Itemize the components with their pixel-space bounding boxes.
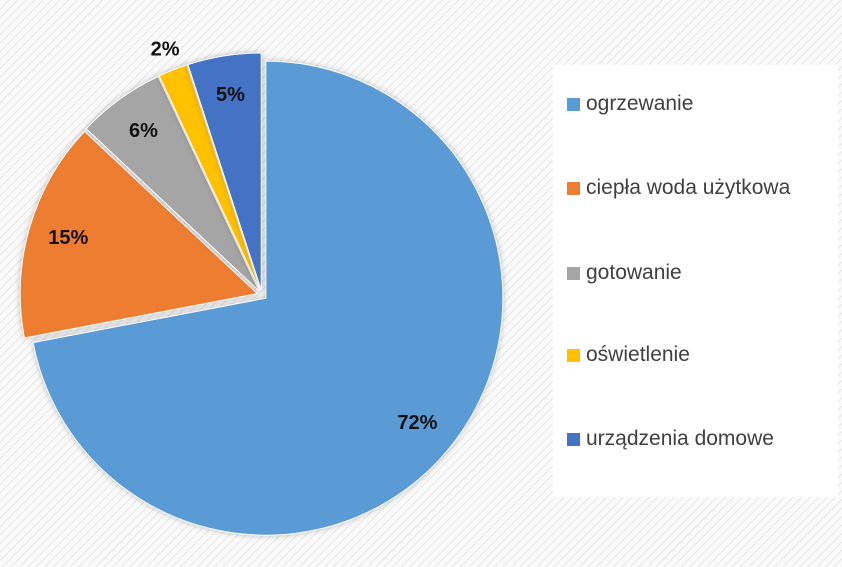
data-label: 5% <box>216 84 245 106</box>
legend-item: gotowanie <box>567 256 682 290</box>
pie-slice <box>32 60 504 536</box>
legend-swatch <box>567 98 580 111</box>
legend: ogrzewanie ciepła woda użytkowa gotowanie o… <box>553 65 838 497</box>
legend-label: ogrzewanie <box>586 92 694 115</box>
legend-label: oświetlenie <box>586 343 690 366</box>
legend-swatch <box>567 349 580 362</box>
data-label: 15% <box>48 227 88 249</box>
legend-swatch <box>567 182 580 195</box>
legend-item: ogrzewanie <box>567 87 693 121</box>
legend-label: urządzenia domowe <box>586 427 774 450</box>
legend-label: ciepła woda użytkowa <box>586 176 791 199</box>
pie-slice <box>19 130 259 339</box>
pie-slice <box>187 52 262 291</box>
legend-label: gotowanie <box>586 261 682 284</box>
data-label: 6% <box>129 120 158 142</box>
legend-item: oświetlenie <box>567 338 690 372</box>
legend-swatch <box>567 433 580 446</box>
pie-slice <box>158 64 261 291</box>
legend-item: ciepła woda użytkowa <box>567 171 790 205</box>
legend-item: urządzenia domowe <box>567 422 774 456</box>
data-label: 72% <box>397 412 437 434</box>
data-label: 2% <box>151 38 180 60</box>
legend-swatch <box>567 267 580 280</box>
pie-slice <box>85 75 260 292</box>
